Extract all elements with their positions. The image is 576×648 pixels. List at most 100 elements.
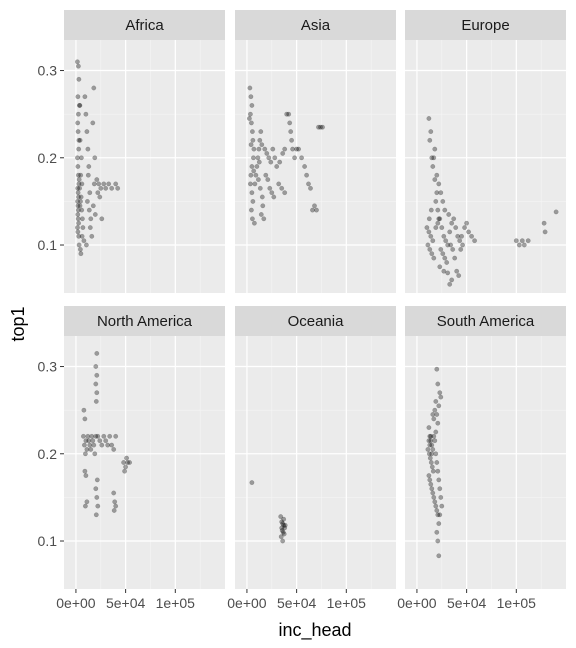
- data-point: [433, 198, 439, 204]
- data-point: [516, 242, 522, 248]
- data-point: [455, 233, 461, 239]
- data-point: [86, 438, 92, 444]
- x-tick-label: 0e+00: [56, 595, 96, 611]
- data-point: [76, 177, 82, 183]
- data-point: [431, 255, 437, 261]
- data-point: [84, 198, 90, 204]
- data-point: [440, 251, 446, 257]
- data-point: [435, 512, 441, 518]
- data-point: [519, 238, 525, 244]
- data-point: [75, 216, 81, 222]
- data-point: [318, 124, 323, 130]
- data-point: [269, 190, 275, 196]
- data-point: [85, 172, 91, 178]
- data-point: [264, 150, 270, 156]
- data-point: [258, 212, 264, 217]
- data-point: [439, 225, 445, 231]
- data-point: [77, 185, 83, 191]
- panel-background: [405, 336, 566, 589]
- data-point: [427, 442, 433, 448]
- data-point: [430, 490, 436, 496]
- data-point: [81, 238, 87, 244]
- facet-title: Europe: [461, 17, 509, 34]
- data-point: [124, 455, 130, 461]
- data-point: [426, 438, 432, 444]
- data-point: [276, 181, 282, 187]
- data-point: [250, 137, 256, 143]
- data-point: [432, 146, 438, 152]
- data-point: [111, 508, 117, 513]
- data-point: [425, 446, 431, 452]
- data-point: [431, 433, 437, 439]
- data-point: [79, 207, 85, 213]
- data-point: [75, 190, 81, 196]
- data-point: [426, 451, 432, 457]
- data-point: [89, 433, 95, 439]
- data-point: [430, 468, 436, 474]
- data-point: [98, 185, 104, 191]
- data-point: [99, 216, 105, 222]
- x-tick-label: 1e+05: [327, 595, 367, 611]
- facet-title: Africa: [125, 17, 164, 34]
- data-point: [268, 159, 274, 165]
- data-point: [428, 207, 434, 213]
- data-point: [427, 433, 433, 439]
- data-point: [105, 442, 111, 448]
- data-point: [521, 242, 527, 248]
- data-point: [430, 238, 436, 244]
- data-point: [79, 233, 85, 239]
- data-point: [250, 198, 256, 204]
- facet-strip: [64, 306, 225, 336]
- data-point: [287, 120, 293, 126]
- data-point: [441, 233, 447, 239]
- facet-strip: [405, 10, 566, 40]
- data-point: [454, 268, 460, 274]
- data-point: [101, 433, 107, 439]
- data-point: [458, 246, 464, 252]
- data-point: [439, 503, 445, 509]
- data-point: [93, 433, 99, 439]
- data-point: [280, 529, 286, 535]
- data-point: [431, 416, 437, 422]
- data-point: [91, 181, 97, 187]
- data-point: [428, 460, 434, 465]
- data-point: [255, 155, 261, 161]
- data-point: [80, 433, 86, 439]
- data-point: [75, 129, 81, 135]
- data-point: [88, 446, 94, 452]
- data-point: [95, 433, 101, 439]
- data-point: [78, 198, 83, 204]
- data-point: [81, 407, 87, 413]
- data-point: [113, 181, 119, 187]
- data-point: [256, 159, 262, 165]
- panel-background: [64, 336, 225, 589]
- data-point: [294, 146, 300, 152]
- data-point: [271, 194, 277, 200]
- data-point: [109, 185, 115, 191]
- data-point: [438, 394, 444, 400]
- data-point: [248, 120, 254, 126]
- data-point: [432, 438, 438, 444]
- data-point: [265, 177, 271, 183]
- data-point: [92, 451, 98, 457]
- data-point: [310, 207, 315, 213]
- data-point: [256, 146, 262, 152]
- data-point: [296, 146, 302, 152]
- data-point: [96, 181, 102, 187]
- y-tick-label: 0.1: [38, 533, 58, 549]
- data-point: [75, 185, 81, 191]
- data-point: [436, 181, 442, 187]
- data-point: [279, 525, 285, 531]
- data-point: [435, 468, 441, 474]
- data-point: [77, 137, 83, 143]
- y-tick-label: 0.1: [38, 237, 58, 253]
- data-point: [431, 494, 437, 500]
- data-point: [428, 129, 434, 135]
- data-point: [82, 94, 88, 100]
- data-point: [82, 503, 88, 509]
- data-point: [436, 553, 442, 559]
- data-point: [249, 129, 255, 135]
- data-point: [427, 455, 433, 461]
- data-point: [426, 425, 432, 431]
